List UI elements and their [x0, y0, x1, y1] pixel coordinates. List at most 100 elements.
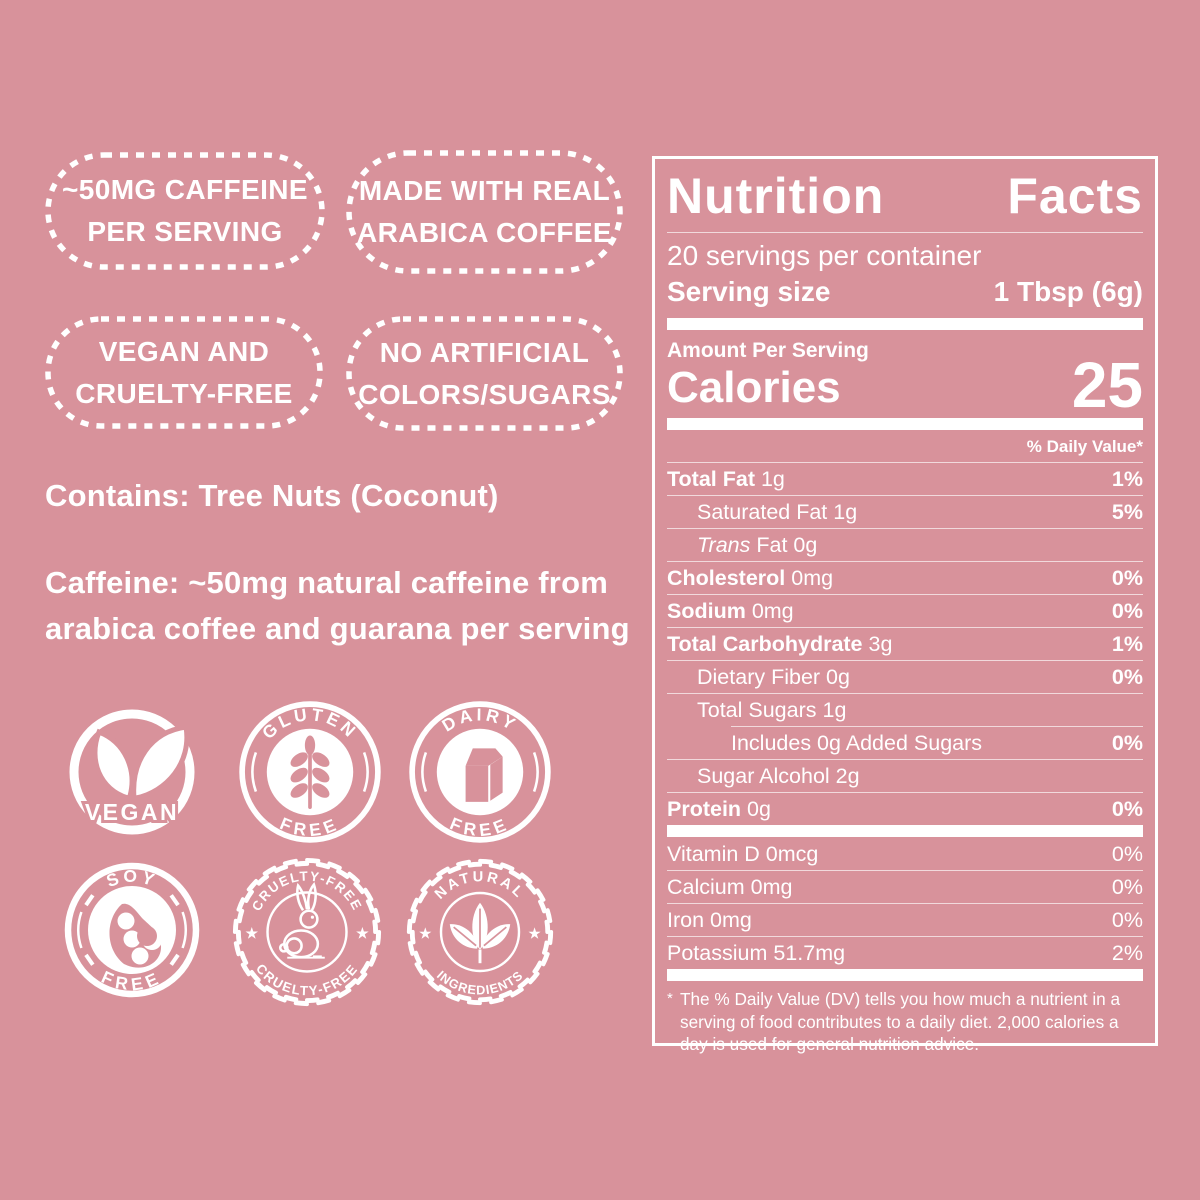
pill-line: ARABICA COFFEE	[356, 217, 612, 248]
vitamin-row: Potassium 51.7mg 2%	[667, 936, 1143, 969]
calories-label: Calories	[667, 363, 841, 412]
thick-divider	[667, 418, 1143, 430]
nutrition-row: Total Fat 1g 1%	[667, 462, 1143, 495]
indented-divider	[731, 726, 1143, 727]
row-label: Calcium 0mg	[667, 875, 793, 899]
row-percent: 0%	[1111, 797, 1143, 821]
nutrition-row: Saturated Fat 1g 5%	[667, 495, 1143, 528]
daily-value-header: % Daily Value*	[1026, 437, 1143, 456]
row-label: Cholesterol 0mg	[667, 566, 834, 590]
rabbit-icon	[278, 882, 325, 959]
row-label: Total Fat 1g	[667, 467, 785, 491]
allergen-statement: Contains: Tree Nuts (Coconut)	[45, 478, 499, 513]
dairy-free-stamp: DAIRY FREE	[408, 700, 552, 844]
nutrition-facts-panel: Nutrition Facts 20 servings per containe…	[652, 156, 1158, 1054]
row-label: Vitamin D 0mcg	[667, 842, 819, 866]
row-label: Includes 0g Added Sugars	[731, 731, 983, 755]
row-percent: 1%	[1111, 467, 1143, 491]
soy-free-stamp: SOY FREE	[62, 860, 202, 1000]
pill-badge-caffeine: ~50MG CAFFEINE PER SERVING	[45, 152, 325, 270]
pill-line: CRUELTY-FREE	[75, 377, 293, 409]
row-label: Saturated Fat 1g	[697, 500, 858, 524]
dashed-oval-border	[346, 150, 623, 274]
pill-line: COLORS/SUGARS	[358, 378, 611, 410]
row-percent: 0%	[1111, 842, 1143, 866]
caffeine-line: arabica coffee and guarana per serving	[45, 611, 630, 646]
pill-line: MADE WITH REAL	[358, 175, 611, 206]
natural-ingredients-icon: ★ ★ NATURAL INGREDIENTS	[406, 858, 554, 1006]
pill-line: PER SERVING	[87, 216, 283, 247]
nutrition-row: Dietary Fiber 0g 0%	[667, 660, 1143, 693]
row-percent: 5%	[1111, 500, 1143, 524]
caffeine-line: Caffeine: ~50mg natural caffeine from	[45, 565, 608, 600]
soy-free-icon: SOY FREE	[64, 862, 200, 998]
row-label: Dietary Fiber 0g	[697, 665, 850, 689]
pill-badge-no-artificial: NO ARTIFICIAL COLORS/SUGARS	[346, 316, 623, 431]
nutrition-facts-title: Nutrition Facts	[667, 167, 1143, 233]
vegan-label: VEGAN	[85, 799, 179, 825]
daily-value-footnote: * The % Daily Value (DV) tells you how m…	[667, 988, 1143, 1056]
nutrition-row: Total Carbohydrate 3g 1%	[667, 627, 1143, 660]
row-percent: 0%	[1111, 875, 1143, 899]
amount-per-serving-label: Amount Per Serving	[667, 339, 869, 362]
row-percent: 0%	[1111, 731, 1143, 755]
thick-divider	[667, 825, 1143, 837]
scalloped-edge	[232, 857, 382, 1007]
row-percent: 2%	[1111, 941, 1143, 965]
nutrition-row: Includes 0g Added Sugars 0%	[667, 726, 1143, 759]
thick-divider	[667, 969, 1143, 981]
row-label: Sodium 0mg	[667, 599, 794, 623]
cruelty-free-icon: ★ ★ CRUELTY-FREE CRUELTY-FREE	[232, 857, 382, 1007]
dashed-oval-border	[45, 152, 325, 270]
row-percent: 0%	[1111, 599, 1143, 623]
footnote-text: The % Daily Value (DV) tells you how muc…	[680, 989, 1121, 1055]
nutrition-row: Sodium 0mg 0%	[667, 594, 1143, 627]
row-label: Trans Fat 0g	[697, 533, 818, 557]
calories-value: 25	[1071, 348, 1143, 421]
milk-carton-icon	[465, 748, 503, 802]
cruelty-free-stamp: ★ ★ CRUELTY-FREE CRUELTY-FREE	[228, 853, 386, 1011]
star-icon: ★	[528, 926, 541, 941]
nutrition-row: Cholesterol 0mg 0%	[667, 561, 1143, 594]
pill-badge-arabica: MADE WITH REAL ARABICA COFFEE	[346, 150, 623, 274]
nutrition-row: Trans Fat 0g	[667, 528, 1143, 561]
row-percent: 0%	[1111, 566, 1143, 590]
row-label: Total Carbohydrate 3g	[667, 632, 893, 656]
leaves-icon	[449, 902, 511, 964]
pill-line: NO ARTIFICIAL	[379, 336, 590, 368]
gluten-free-stamp: GLUTEN FREE	[238, 700, 382, 844]
pill-line: ~50MG CAFFEINE	[62, 174, 308, 205]
thick-divider	[667, 318, 1143, 330]
soybean-icon	[109, 903, 162, 968]
star-icon: ★	[419, 926, 432, 941]
row-percent: 1%	[1111, 632, 1143, 656]
vitamin-row: Vitamin D 0mcg 0%	[667, 837, 1143, 870]
row-label: Sugar Alcohol 2g	[697, 764, 860, 788]
row-percent: 0%	[1111, 665, 1143, 689]
vitamin-row: Calcium 0mg 0%	[667, 870, 1143, 903]
leaves-icon	[92, 724, 190, 801]
row-label: Total Sugars 1g	[697, 698, 847, 722]
vegan-icon: VEGAN	[69, 709, 195, 835]
pill-line: VEGAN AND	[98, 335, 270, 367]
caffeine-statement: Caffeine: ~50mg natural caffeine from ar…	[45, 560, 630, 652]
natural-ingredients-stamp: ★ ★ NATURAL INGREDIENTS	[402, 854, 558, 1010]
nutrition-row: Sugar Alcohol 2g	[667, 759, 1143, 792]
vitamin-row: Iron 0mg 0%	[667, 903, 1143, 936]
dashed-oval-border	[346, 316, 623, 431]
serving-size-value: 1 Tbsp (6g)	[993, 276, 1143, 307]
nutrition-row: Protein 0g 0%	[667, 792, 1143, 825]
dairy-free-icon: DAIRY FREE	[409, 701, 551, 843]
dashed-oval-border	[45, 316, 323, 429]
footnote-asterisk: *	[667, 990, 673, 1007]
star-icon: ★	[246, 925, 259, 941]
serving-size-row: Serving size 1 Tbsp (6g)	[667, 272, 1143, 318]
star-icon: ★	[356, 925, 369, 941]
row-label: Protein 0g	[667, 797, 771, 821]
wheat-icon	[290, 735, 330, 810]
row-label: Potassium 51.7mg	[667, 941, 846, 965]
vegan-stamp: VEGAN	[62, 700, 202, 840]
serving-size-label: Serving size	[667, 276, 831, 307]
calories-block: Amount Per Serving Calories 25	[667, 330, 1143, 418]
